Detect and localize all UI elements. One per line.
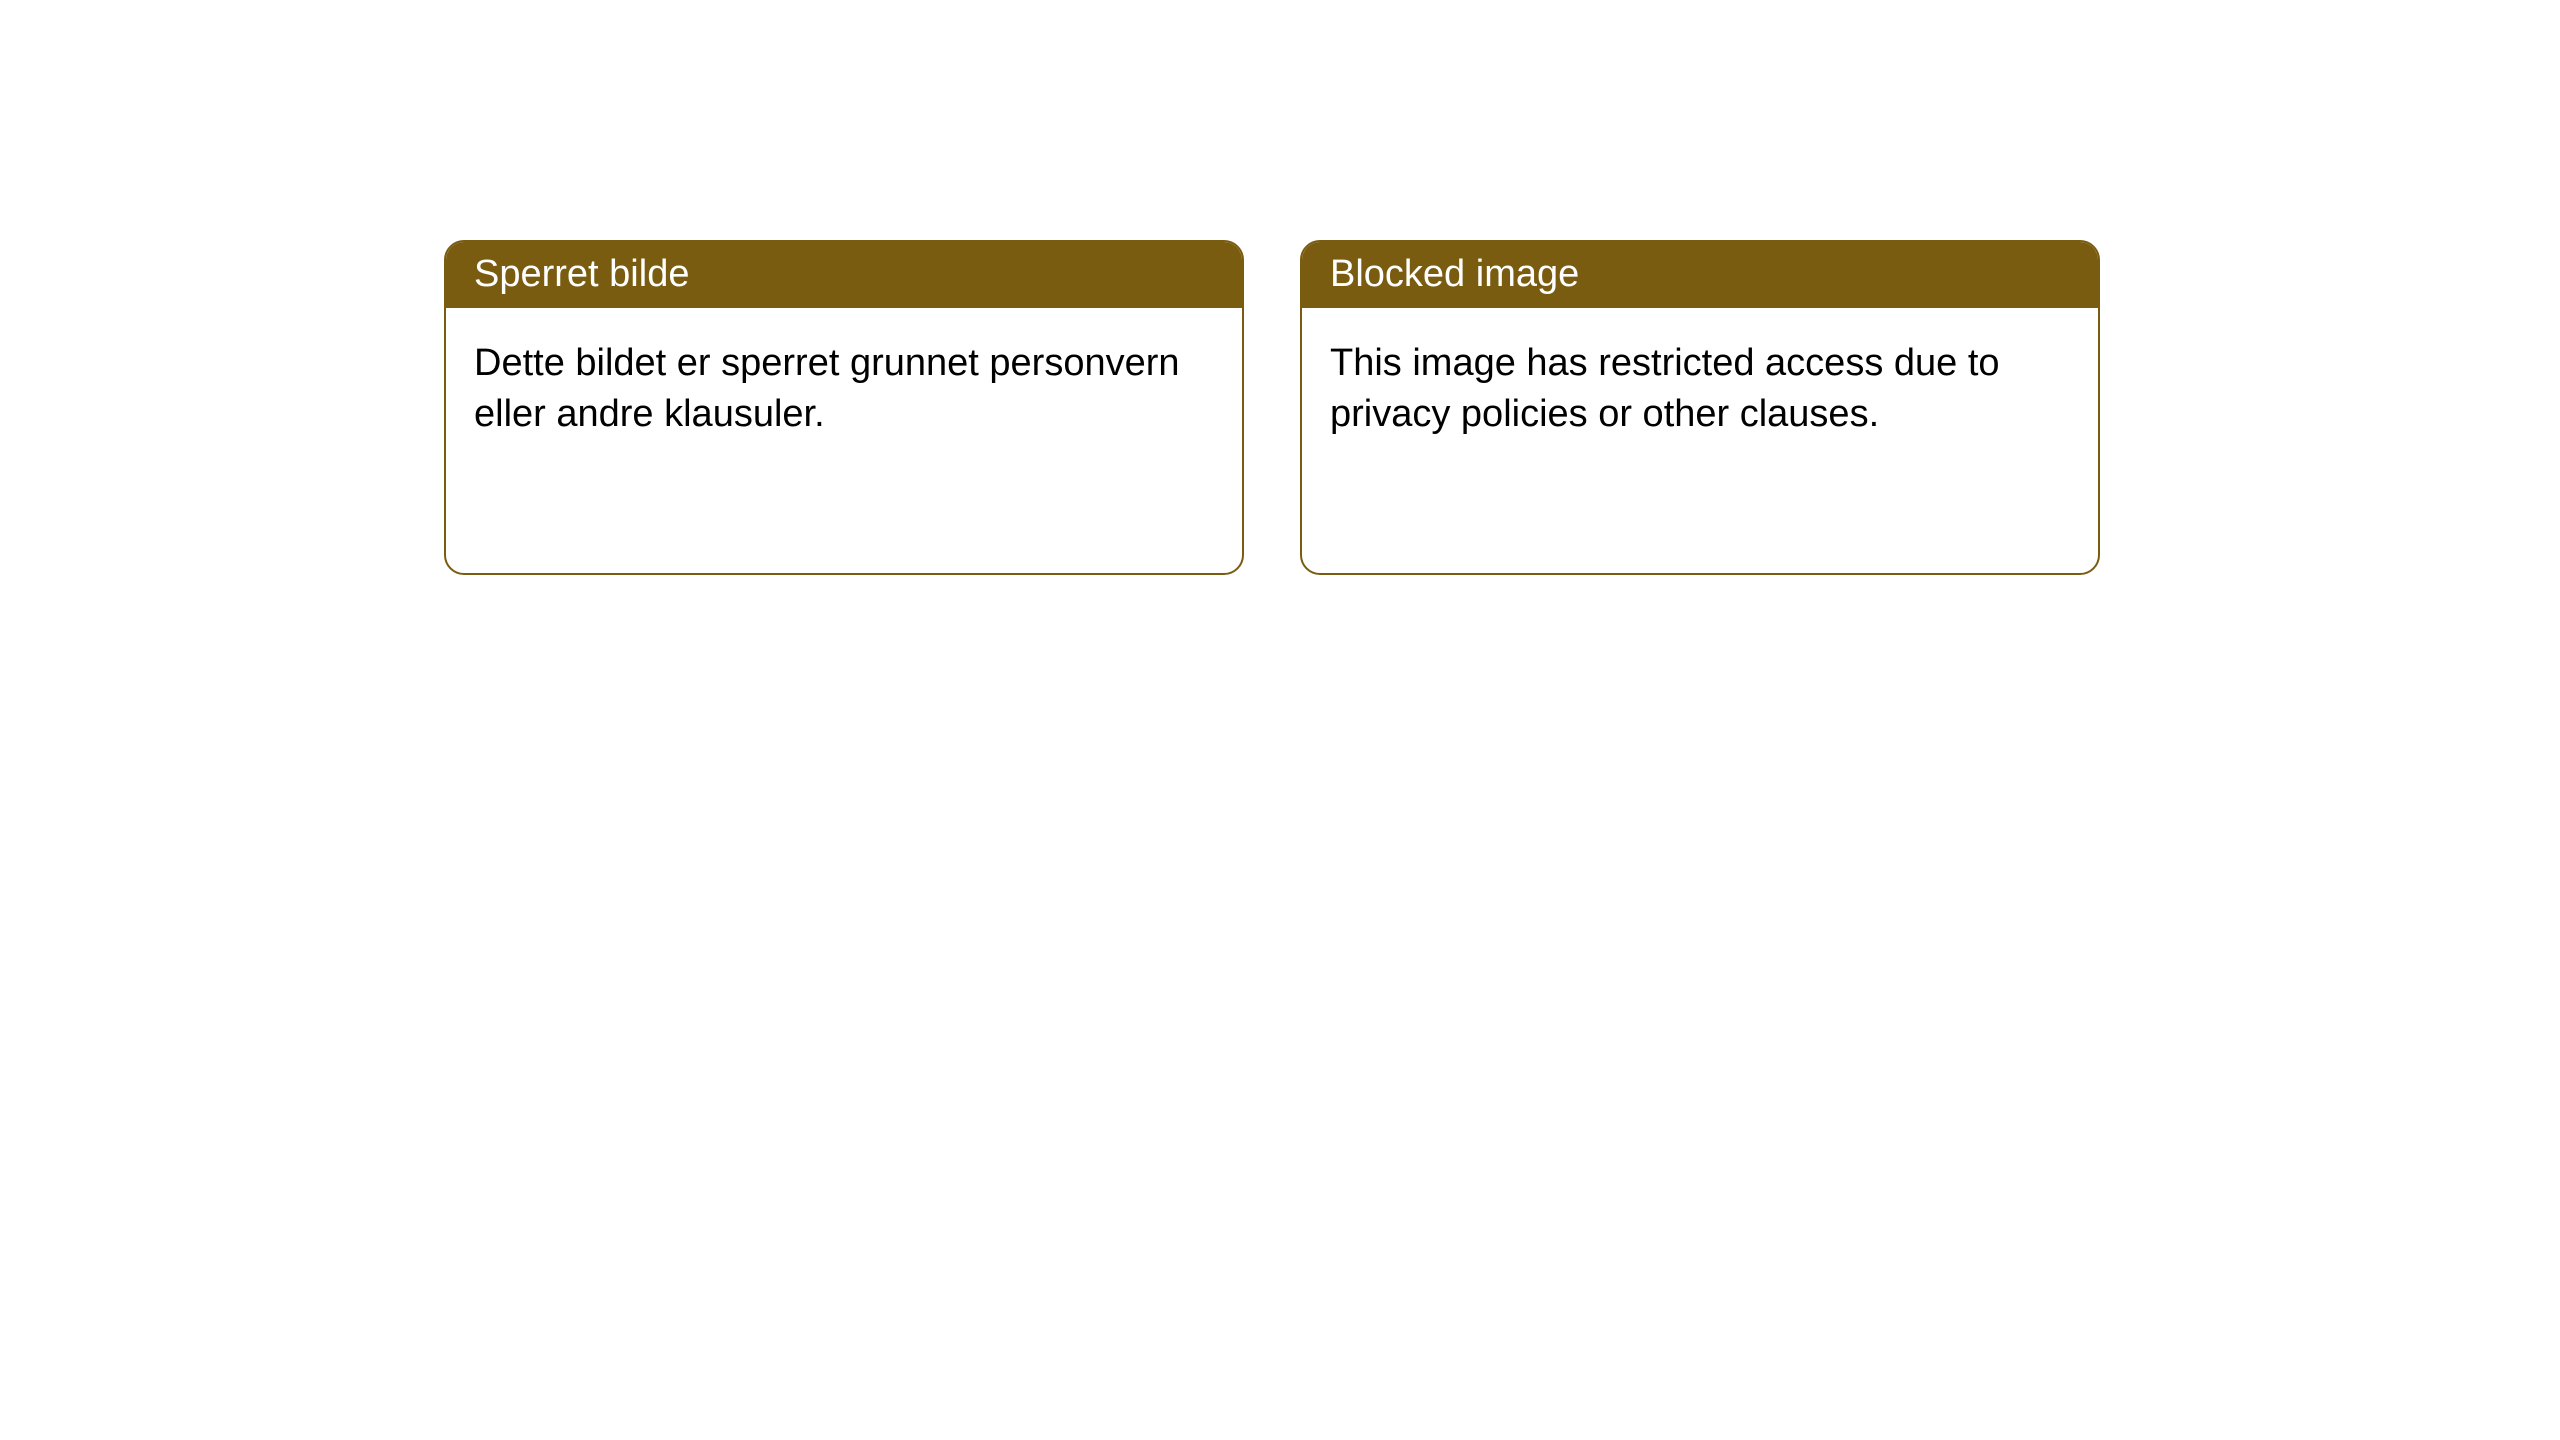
notice-container: Sperret bilde Dette bildet er sperret gr… [444,240,2100,575]
notice-card-english: Blocked image This image has restricted … [1300,240,2100,575]
card-header: Blocked image [1302,242,2098,308]
card-title: Blocked image [1330,253,1579,295]
card-header: Sperret bilde [446,242,1242,308]
card-body-text: Dette bildet er sperret grunnet personve… [474,342,1180,435]
notice-card-norwegian: Sperret bilde Dette bildet er sperret gr… [444,240,1244,575]
card-title: Sperret bilde [474,253,689,295]
card-body: Dette bildet er sperret grunnet personve… [446,308,1242,471]
card-body-text: This image has restricted access due to … [1330,342,2000,435]
card-body: This image has restricted access due to … [1302,308,2098,471]
